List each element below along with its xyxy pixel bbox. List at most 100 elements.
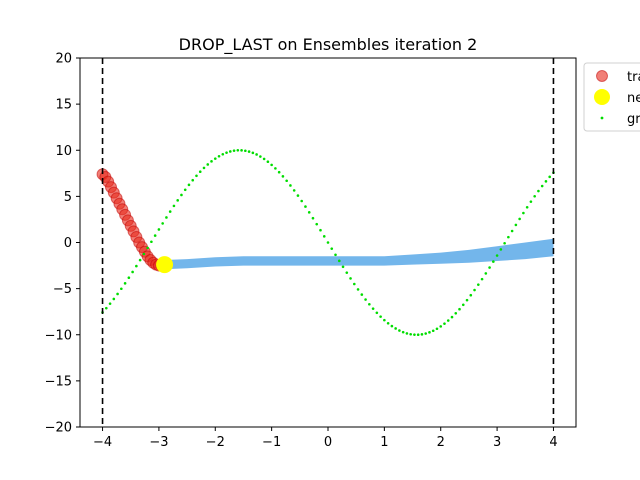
ground-truth-point: [236, 148, 240, 152]
ground-truth-point: [296, 194, 300, 197]
ground-truth-point: [180, 193, 183, 197]
ground-truth-point: [251, 151, 255, 155]
ground-truth-point: [255, 153, 258, 156]
ground-truth-point: [202, 166, 206, 170]
ground-truth-point: [469, 293, 473, 297]
ground-truth-point: [345, 271, 349, 274]
ground-truth-point: [431, 329, 435, 333]
ground-truth-point: [274, 167, 277, 170]
ground-truth-point: [247, 150, 251, 153]
legend-label: tra: [627, 70, 640, 85]
x-tick-label: −1: [262, 435, 281, 450]
ground-truth-point: [232, 149, 236, 152]
ground-truth-point: [112, 297, 116, 301]
ground-truth-point: [416, 333, 420, 337]
ground-truth-point: [533, 194, 536, 198]
chart-title: DROP_LAST on Ensembles iteration 2: [179, 35, 478, 55]
ground-truth-point: [123, 282, 127, 285]
ground-truth-point: [461, 303, 465, 307]
ground-truth-point: [127, 276, 131, 280]
legend-label: gr: [627, 112, 640, 127]
ground-truth-point: [319, 228, 322, 232]
ground-truth-point: [364, 298, 367, 301]
ground-truth-point: [341, 265, 345, 269]
ground-truth-point: [210, 160, 213, 163]
ground-truth-point: [300, 199, 303, 203]
ground-truth-point: [401, 330, 405, 334]
ground-truth-point: [187, 183, 191, 187]
ground-truth-point: [105, 306, 108, 310]
x-tick-label: 3: [493, 435, 501, 450]
ground-truth-point: [465, 298, 469, 302]
ground-truth-point: [330, 247, 334, 250]
ground-truth-point: [360, 293, 364, 296]
ground-truth-point: [390, 324, 394, 328]
ground-truth-point: [488, 266, 491, 269]
ground-truth-point: [379, 315, 382, 318]
ground-truth-point: [537, 189, 540, 193]
ground-truth-point: [191, 178, 195, 182]
x-tick-label: −3: [149, 435, 168, 450]
ground-truth-point: [435, 327, 439, 331]
ground-truth-point: [420, 333, 424, 336]
legend-marker-new: [594, 89, 610, 105]
ground-truth-point: [334, 253, 337, 257]
ground-truth-point: [326, 241, 330, 244]
ground-truth-point: [439, 325, 443, 328]
ground-truth-point: [176, 199, 179, 202]
ground-truth-point: [138, 258, 142, 262]
ground-truth-point: [428, 331, 431, 334]
ground-truth-point: [183, 188, 187, 192]
y-tick-label: −15: [45, 374, 72, 389]
ground-truth-point: [108, 302, 112, 305]
ground-truth-point: [157, 228, 161, 231]
ground-truth-point: [259, 155, 262, 158]
y-tick-label: 20: [55, 52, 72, 67]
ground-truth-point: [386, 321, 390, 325]
ground-truth-point: [281, 175, 285, 178]
x-tick-label: −4: [93, 435, 112, 450]
y-tick-label: 15: [55, 98, 72, 113]
ground-truth-point: [458, 307, 461, 311]
ground-truth-point: [172, 204, 176, 208]
ground-truth-point: [480, 277, 484, 281]
ground-truth-point: [285, 179, 288, 183]
ground-truth-point: [206, 163, 210, 166]
ground-truth-point: [270, 163, 273, 167]
x-tick-label: 2: [437, 435, 445, 450]
ground-truth-point: [307, 211, 311, 214]
ground-truth-point: [450, 315, 454, 319]
y-tick-label: 10: [55, 144, 72, 159]
y-tick-label: −20: [45, 421, 72, 436]
x-tick-label: 1: [380, 435, 388, 450]
ground-truth-point: [495, 254, 499, 257]
x-tick-label: 0: [324, 435, 332, 450]
x-tick-label: 4: [549, 435, 557, 450]
ground-truth-point: [353, 282, 356, 286]
ground-truth-point: [383, 318, 386, 322]
ground-truth-point: [165, 216, 168, 219]
ground-truth-point: [413, 333, 416, 336]
ground-truth-point: [499, 248, 503, 251]
ground-truth-point: [503, 241, 506, 245]
ground-truth-point: [522, 211, 525, 215]
ground-truth-point: [304, 205, 307, 208]
legend-label: ne: [627, 91, 640, 106]
ground-truth-point: [213, 157, 217, 160]
ground-truth-point: [368, 302, 371, 306]
y-tick-label: 0: [64, 236, 72, 251]
ground-truth-point: [507, 235, 510, 239]
ground-truth-point: [405, 332, 409, 335]
ground-truth-point: [116, 292, 119, 296]
ground-truth-point: [225, 151, 228, 154]
ground-truth-point: [514, 223, 518, 227]
ground-truth-point: [492, 260, 495, 263]
ground-truth-point: [150, 240, 153, 244]
prediction-band: [164, 238, 554, 270]
ground-truth-point: [349, 277, 352, 280]
ground-truth-point: [289, 184, 292, 187]
ground-truth-point: [477, 283, 480, 286]
ground-truth-point: [394, 327, 397, 330]
ground-truth-point: [229, 150, 232, 153]
